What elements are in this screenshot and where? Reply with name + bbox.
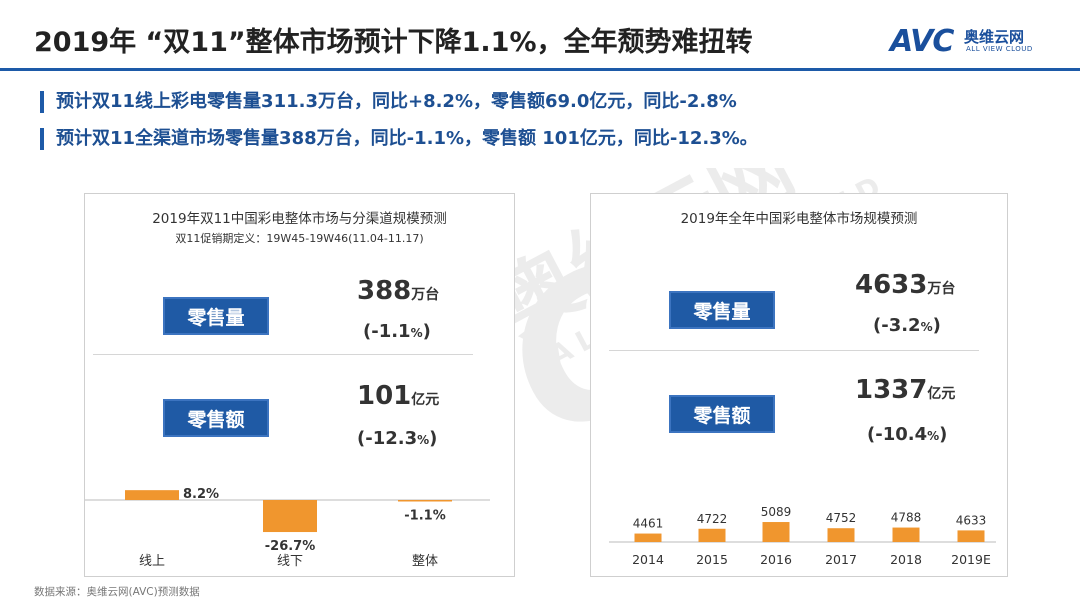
category-label: 2019E xyxy=(951,552,991,567)
bar-2 xyxy=(398,500,452,502)
channel-growth-bar-chart: 8.2% 线上 -26.7%线下 -1.1% 整体 xyxy=(85,487,490,569)
panel-subtitle: 双11促销期定义：19W45-19W46(11.04-11.17) xyxy=(175,232,424,245)
amount-change: (-10.4%) xyxy=(867,424,948,445)
bar-2 xyxy=(762,522,790,542)
annual-volume-bar-chart: 4461 2014 4722 2015 5089 2016 4752 2017 4788 2018… xyxy=(609,505,996,567)
amount-label-box: 零售额 xyxy=(669,395,775,433)
panel-title: 2019年双11中国彩电整体市场与分渠道规模预测 xyxy=(152,211,447,227)
data-source-note: 数据来源：奥维云网(AVC)预测数据 xyxy=(34,586,200,598)
category-label: 整体 xyxy=(412,554,438,569)
annual-forecast-panel: 2019年全年中国彩电整体市场规模预测 零售量 4633万台 (-3.2%) 零… xyxy=(590,193,1008,577)
amount-value: 1337亿元 xyxy=(855,375,956,405)
logo-mark: AVC xyxy=(890,24,954,59)
volume-value: 388万台 xyxy=(357,276,440,306)
bullet-all-channel: 预计双11全渠道市场零售量388万台，同比-1.1%，零售额 101亿元，同比-… xyxy=(40,128,758,150)
panel-divider xyxy=(93,354,473,355)
panel-title: 2019年全年中国彩电整体市场规模预测 xyxy=(680,211,918,227)
category-label: 线上 xyxy=(139,554,165,569)
bar-0 xyxy=(634,533,662,542)
logo-cn-text: 奥维云网 xyxy=(964,28,1025,46)
bar-1 xyxy=(263,500,317,533)
data-label: 4633 xyxy=(956,513,987,527)
data-label: 4788 xyxy=(891,511,922,525)
data-label: 8.2% xyxy=(183,487,219,502)
volume-change: (-1.1%) xyxy=(363,321,431,342)
bar-1 xyxy=(698,528,726,542)
bar-4 xyxy=(892,527,920,542)
category-label: 2016 xyxy=(760,552,792,567)
data-label: 5089 xyxy=(761,505,792,519)
data-label: 4461 xyxy=(633,517,664,531)
data-label: -1.1% xyxy=(404,509,445,524)
bar-3 xyxy=(827,528,855,542)
category-label: 线下 xyxy=(277,554,303,569)
category-label: 2014 xyxy=(632,552,664,567)
bullet-online: 预计双11线上彩电零售量311.3万台，同比+8.2%，零售额69.0亿元，同比… xyxy=(40,91,737,113)
category-label: 2018 xyxy=(890,552,922,567)
data-label: 4722 xyxy=(697,512,728,526)
data-label: -26.7% xyxy=(265,539,316,554)
header-rule xyxy=(0,68,1080,71)
volume-label-box: 零售量 xyxy=(669,291,775,329)
page-title: 2019年 “双11”整体市场预计下降1.1%，全年颓势难扭转 xyxy=(34,27,753,58)
bar-5 xyxy=(957,530,985,542)
category-label: 2015 xyxy=(696,552,728,567)
double11-forecast-panel: 2019年双11中国彩电整体市场与分渠道规模预测 双11促销期定义：19W45-… xyxy=(84,193,515,577)
amount-label-box: 零售额 xyxy=(163,399,269,437)
volume-label-box: 零售量 xyxy=(163,297,269,335)
panel-divider xyxy=(609,350,979,351)
volume-change: (-3.2%) xyxy=(873,315,941,336)
amount-value: 101亿元 xyxy=(357,381,440,411)
logo-en-text: ALL VIEW CLOUD xyxy=(966,45,1033,53)
bar-0 xyxy=(125,490,179,500)
volume-value: 4633万台 xyxy=(855,270,956,300)
category-label: 2017 xyxy=(825,552,857,567)
avc-logo: AVC 奥维云网 ALL VIEW CLOUD xyxy=(890,24,1060,60)
data-label: 4752 xyxy=(826,511,857,525)
amount-change: (-12.3%) xyxy=(357,428,438,449)
